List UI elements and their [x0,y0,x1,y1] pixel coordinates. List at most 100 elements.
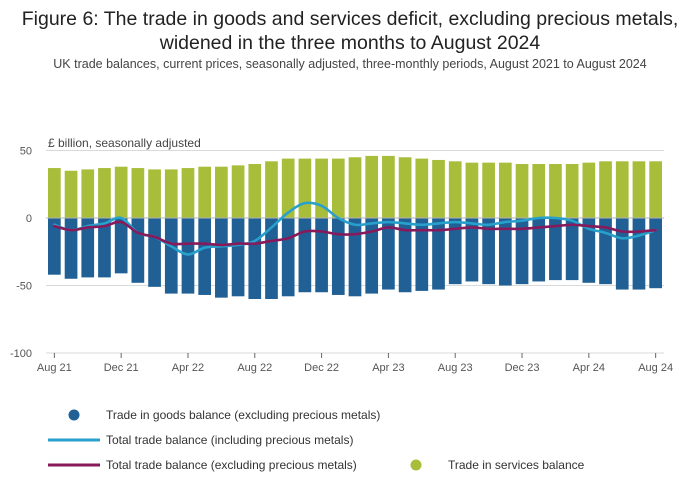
y-tick-label: 0 [26,213,32,225]
services-bar [549,164,562,218]
goods-bar [148,218,161,287]
goods-bar [298,218,312,293]
y-tick-label: -100 [10,348,32,360]
services-bar [465,162,479,218]
x-tick-label: Aug 24 [638,362,673,374]
goods-bar [448,218,462,285]
x-tick-label: Apr 24 [573,362,605,374]
goods-bar [465,218,479,282]
goods-bar [114,218,128,274]
y-tick-label: 50 [20,146,32,158]
services-bar [649,161,662,218]
legend-label: Trade in services balance [448,458,585,472]
y-axis-unit-label: £ billion, seasonally adjusted [48,136,201,150]
goods-bar [649,218,662,289]
goods-bar [331,218,345,295]
goods-bar [81,218,95,278]
chart-subtitle: UK trade balances, current prices, seaso… [53,57,647,71]
services-bar [432,159,445,218]
chart-title: Figure 6: The trade in goods and service… [0,7,700,55]
x-axis-ticks: Aug 21 Dec 21 Apr 22 Aug 22 Dec 22 Apr 23 Aug … [37,353,673,374]
services-bar [515,164,529,218]
services-bar [582,162,596,218]
x-tick-label: Dec 23 [505,362,540,374]
services-bar [599,161,612,218]
chart-title-line-2: widened in the three months to August 20… [159,32,541,54]
goods-bar [98,218,111,278]
legend-label: Total trade balance (excluding precious … [106,458,357,472]
goods-bar [265,218,278,299]
x-tick-label: Apr 22 [172,362,204,374]
services-bar [348,157,362,218]
goods-bar [215,218,228,298]
goods-bar [382,218,395,290]
x-tick-label: Aug 23 [438,362,473,374]
services-bar [98,168,111,218]
line-series [53,201,657,256]
goods-bar [515,218,529,285]
legend-swatch-dot [68,409,80,421]
goods-bar [348,218,362,297]
services-bar [114,166,128,218]
goods-bar [432,218,445,290]
goods-bar [231,218,245,297]
x-tick-label: Dec 21 [104,362,139,374]
goods-bar [198,218,212,295]
services-bar [382,155,395,218]
goods-bar [482,218,495,285]
goods-bar [632,218,646,290]
x-tick-label: Apr 23 [372,362,404,374]
goods-bar [248,218,262,299]
services-bar [48,168,61,218]
goods-bar [565,218,579,281]
goods-bar [582,218,596,283]
services-bar [231,165,245,218]
services-bar [298,158,312,218]
services-bar [365,155,379,218]
goods-bar [315,218,328,293]
services-bar [331,158,345,218]
services-bar [164,169,178,218]
services-bar [131,168,145,218]
goods-bar [164,218,178,294]
services-bar [198,166,212,218]
x-tick-label: Aug 22 [237,362,272,374]
goods-bar [532,218,546,282]
services-bar [315,158,328,218]
goods-bar [615,218,629,290]
services-bar [265,161,278,218]
legend-swatch-dot [410,459,422,471]
services-bar [398,157,412,218]
y-tick-label: -50 [16,281,32,293]
services-bar [482,162,495,218]
legend-label: Total trade balance (including precious … [106,433,353,447]
services-bar [632,161,646,218]
goods-bar [48,218,61,275]
goods-bar [498,218,512,286]
legend-label: Trade in goods balance (excluding precio… [106,408,380,422]
goods-bar [281,218,295,297]
goods-bar [415,218,429,291]
y-axis-ticks: 50 0 -50 -100 [10,146,32,361]
services-bar [64,170,78,218]
services-bar [215,166,228,218]
goods-bar [181,218,195,294]
x-tick-label: Aug 21 [37,362,72,374]
services-bar [81,169,95,218]
goods-bar [549,218,562,281]
services-bar [281,158,295,218]
goods-bar [365,218,379,294]
bar-series [48,155,662,299]
total-excl-precious-line [53,220,657,247]
services-bar [148,169,161,218]
legend: Trade in goods balance (excluding precio… [48,408,585,472]
goods-bar [64,218,78,279]
services-bar [181,168,195,218]
services-bar [498,162,512,218]
services-bar [532,164,546,218]
goods-bar [398,218,412,293]
services-bar [415,158,429,218]
services-bar [565,164,579,218]
